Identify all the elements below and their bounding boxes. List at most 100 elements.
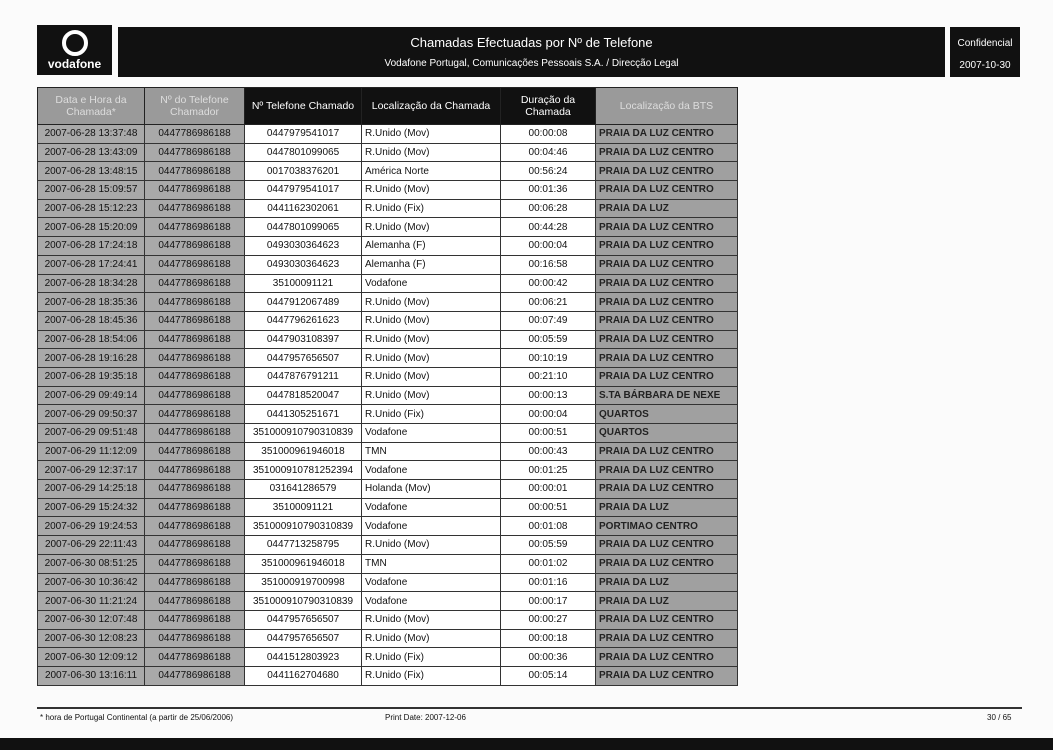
called-number-cell: 351000961946018	[244, 553, 362, 574]
call-location-cell: América Norte	[361, 161, 501, 182]
table-row: 2007-06-28 15:20:09 0447786986188 04478010…	[37, 217, 738, 238]
called-number-cell: 031641286579	[244, 479, 362, 499]
print-date: Print Date: 2007-12-06	[385, 713, 466, 722]
call-datetime-cell: 2007-06-30 11:21:24	[37, 591, 145, 611]
call-location-cell: R.Unido (Mov)	[361, 217, 501, 238]
call-datetime-cell: 2007-06-28 17:24:41	[37, 254, 145, 275]
bts-location-cell: PRAIA DA LUZ CENTRO	[595, 273, 738, 294]
call-location-cell: Vodafone	[361, 460, 501, 481]
table-row: 2007-06-28 17:24:41 0447786986188 04930303…	[37, 254, 738, 275]
call-duration-cell: 00:44:28	[500, 217, 596, 238]
bts-location-cell: PRAIA DA LUZ CENTRO	[595, 329, 738, 350]
bts-location-cell: PRAIA DA LUZ CENTRO	[595, 180, 738, 200]
call-datetime-cell: 2007-06-28 18:54:06	[37, 329, 145, 350]
bts-location-cell: S.TA BÁRBARA DE NEXE	[595, 385, 738, 406]
call-location-cell: Alemanha (F)	[361, 254, 501, 275]
call-location-cell: R.Unido (Fix)	[361, 665, 501, 686]
call-duration-cell: 00:05:59	[500, 535, 596, 555]
call-duration-cell: 00:01:25	[500, 460, 596, 481]
call-duration-cell: 00:01:16	[500, 572, 596, 593]
called-number-cell: 0447818520047	[244, 385, 362, 406]
called-number-cell: 351000919700998	[244, 572, 362, 593]
caller-number-cell: 0447786986188	[144, 591, 245, 611]
table-row: 2007-06-29 12:37:17 0447786986188 35100091…	[37, 460, 738, 481]
call-location-cell: R.Unido (Mov)	[361, 310, 501, 331]
call-location-cell: Vodafone	[361, 273, 501, 294]
called-number-cell: 35100091121	[244, 273, 362, 294]
call-duration-cell: 00:00:51	[500, 423, 596, 443]
page-subtitle: Vodafone Portugal, Comunicações Pessoais…	[384, 58, 679, 69]
called-number-cell: 0447876791211	[244, 366, 362, 387]
bts-location-cell: PRAIA DA LUZ CENTRO	[595, 254, 738, 275]
call-datetime-cell: 2007-06-29 14:25:18	[37, 479, 145, 499]
caller-number-cell: 0447786986188	[144, 348, 245, 368]
called-number-cell: 0447957656507	[244, 609, 362, 630]
table-row: 2007-06-30 11:21:24 0447786986188 35100091…	[37, 591, 738, 611]
caller-number-cell: 0447786986188	[144, 310, 245, 331]
table-row: 2007-06-30 12:08:23 0447786986188 04479576…	[37, 628, 738, 649]
call-duration-cell: 00:16:58	[500, 254, 596, 275]
call-location-cell: Vodafone	[361, 516, 501, 537]
table-row: 2007-06-28 17:24:18 0447786986188 04930303…	[37, 236, 738, 256]
call-location-cell: R.Unido (Mov)	[361, 628, 501, 649]
called-number-cell: 0447979541017	[244, 124, 362, 144]
caller-number-cell: 0447786986188	[144, 460, 245, 481]
call-duration-cell: 00:00:17	[500, 591, 596, 611]
caller-number-cell: 0447786986188	[144, 572, 245, 593]
call-duration-cell: 00:00:08	[500, 124, 596, 144]
call-datetime-cell: 2007-06-28 15:20:09	[37, 217, 145, 238]
column-header-call-location: Localização da Chamada	[361, 87, 501, 125]
call-datetime-cell: 2007-06-30 12:08:23	[37, 628, 145, 649]
caller-number-cell: 0447786986188	[144, 535, 245, 555]
caller-number-cell: 0447786986188	[144, 161, 245, 182]
call-duration-cell: 00:04:46	[500, 142, 596, 163]
call-duration-cell: 00:10:19	[500, 348, 596, 368]
caller-number-cell: 0447786986188	[144, 404, 245, 424]
called-number-cell: 0493030364623	[244, 236, 362, 256]
call-duration-cell: 00:00:51	[500, 497, 596, 518]
page-number: 30 / 65	[987, 713, 1012, 722]
logo-wordmark: vodafone	[47, 57, 102, 71]
caller-number-cell: 0447786986188	[144, 366, 245, 387]
called-number-cell: 0447801099065	[244, 217, 362, 238]
caller-number-cell: 0447786986188	[144, 198, 245, 219]
bts-location-cell: PRAIA DA LUZ CENTRO	[595, 441, 738, 462]
bts-location-cell: PRAIA DA LUZ CENTRO	[595, 479, 738, 499]
column-header-call-datetime: Data e Hora da Chamada*	[37, 87, 145, 125]
called-number-cell: 0447801099065	[244, 142, 362, 163]
call-datetime-cell: 2007-06-29 09:51:48	[37, 423, 145, 443]
table-row: 2007-06-28 18:45:36 0447786986188 04477962…	[37, 310, 738, 331]
call-datetime-cell: 2007-06-30 10:36:42	[37, 572, 145, 593]
call-datetime-cell: 2007-06-29 22:11:43	[37, 535, 145, 555]
call-datetime-cell: 2007-06-29 11:12:09	[37, 441, 145, 462]
table-row: 2007-06-29 19:24:53 0447786986188 35100091…	[37, 516, 738, 537]
call-location-cell: R.Unido (Mov)	[361, 348, 501, 368]
bts-location-cell: PRAIA DA LUZ CENTRO	[595, 161, 738, 182]
called-number-cell: 0441305251671	[244, 404, 362, 424]
call-location-cell: R.Unido (Mov)	[361, 180, 501, 200]
call-location-cell: R.Unido (Mov)	[361, 124, 501, 144]
called-number-cell: 0493030364623	[244, 254, 362, 275]
call-duration-cell: 00:01:08	[500, 516, 596, 537]
call-location-cell: TMN	[361, 441, 501, 462]
caller-number-cell: 0447786986188	[144, 628, 245, 649]
table-row: 2007-06-29 11:12:09 0447786986188 35100096…	[37, 441, 738, 462]
bts-location-cell: PRAIA DA LUZ	[595, 591, 738, 611]
bts-location-cell: PRAIA DA LUZ CENTRO	[595, 628, 738, 649]
call-duration-cell: 00:00:04	[500, 404, 596, 424]
call-datetime-cell: 2007-06-30 12:07:48	[37, 609, 145, 630]
call-datetime-cell: 2007-06-28 19:35:18	[37, 366, 145, 387]
page-title: Chamadas Efectuadas por Nº de Telefone	[410, 35, 653, 50]
call-duration-cell: 00:07:49	[500, 310, 596, 331]
call-datetime-cell: 2007-06-28 15:09:57	[37, 180, 145, 200]
call-location-cell: R.Unido (Mov)	[361, 142, 501, 163]
call-duration-cell: 00:00:01	[500, 479, 596, 499]
table-row: 2007-06-28 13:43:09 0447786986188 04478010…	[37, 142, 738, 163]
table-row: 2007-06-28 18:35:36 0447786986188 04479120…	[37, 292, 738, 312]
called-number-cell: 0441162704680	[244, 665, 362, 686]
call-datetime-cell: 2007-06-29 12:37:17	[37, 460, 145, 481]
call-location-cell: Vodafone	[361, 423, 501, 443]
call-datetime-cell: 2007-06-28 17:24:18	[37, 236, 145, 256]
called-number-cell: 0447912067489	[244, 292, 362, 312]
bts-location-cell: PRAIA DA LUZ CENTRO	[595, 647, 738, 667]
